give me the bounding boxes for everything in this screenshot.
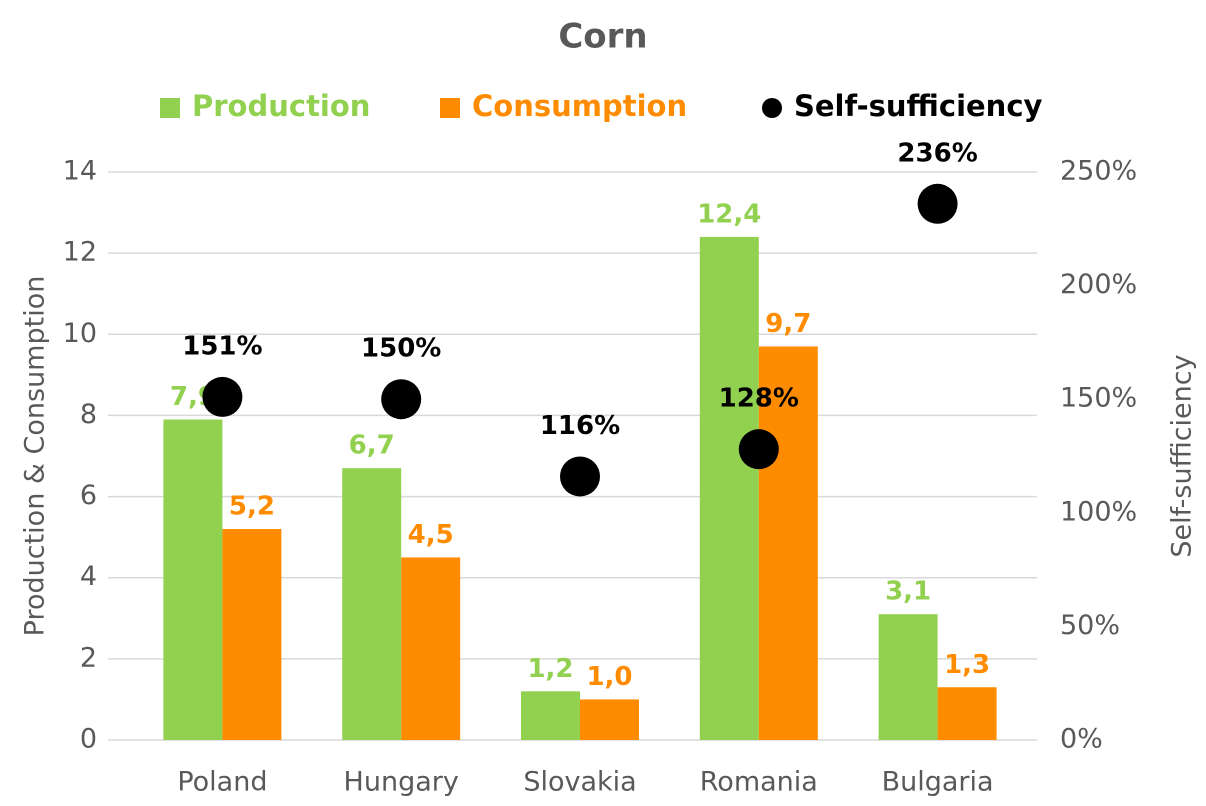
data-label: 1,3 (944, 650, 990, 680)
data-label: 150% (361, 334, 441, 364)
y-tick-label: 10 (63, 318, 97, 349)
y2-axis-title: Self-sufficiency (1167, 354, 1198, 557)
data-label: 151% (182, 331, 262, 361)
bar (580, 699, 639, 740)
legend-swatch (160, 98, 180, 118)
data-label: 4,5 (408, 520, 454, 550)
legend-label: Self-sufficiency (794, 89, 1043, 123)
data-label: 1,2 (527, 654, 573, 684)
legend-label: Production (192, 89, 370, 123)
data-label: 116% (540, 411, 620, 441)
y-tick-label: 8 (80, 399, 97, 430)
bar (342, 468, 402, 740)
y2-tick-label: 250% (1060, 156, 1137, 187)
bar (937, 687, 997, 740)
bar (699, 236, 759, 740)
legend-label: Consumption (472, 89, 687, 123)
bar (222, 529, 282, 740)
y-axis-title: Production & Consumption (20, 276, 51, 637)
bar (878, 614, 938, 740)
data-label: 12,4 (697, 199, 761, 229)
data-label: 9,7 (765, 309, 811, 339)
y2-tick-label: 0% (1060, 724, 1103, 755)
data-label: 5,2 (229, 492, 275, 522)
bar (163, 419, 223, 740)
dot (202, 376, 243, 417)
data-label: 128% (719, 384, 799, 414)
y-tick-label: 4 (80, 561, 97, 592)
data-label: 236% (897, 138, 977, 168)
dot (917, 183, 958, 224)
y-tick-label: 0 (80, 724, 97, 755)
data-label: 1,0 (586, 662, 632, 692)
data-label: 6,7 (349, 431, 395, 461)
y2-tick-label: 150% (1060, 383, 1137, 414)
y-tick-label: 14 (63, 156, 97, 187)
legend-swatch (440, 98, 460, 118)
x-tick-label: Bulgaria (882, 767, 994, 798)
x-tick-label: Slovakia (523, 767, 636, 798)
dot (381, 379, 422, 420)
data-label: 3,1 (885, 577, 931, 607)
legend-swatch (762, 98, 782, 118)
dot (560, 456, 600, 497)
y-tick-label: 6 (80, 480, 97, 511)
y2-tick-label: 50% (1060, 610, 1120, 641)
bar (521, 691, 580, 740)
x-tick-label: Hungary (344, 767, 459, 798)
bar (401, 557, 461, 740)
bar (758, 346, 818, 740)
y-tick-label: 2 (80, 642, 97, 673)
chart-title: Corn (558, 17, 647, 57)
y2-tick-label: 200% (1060, 269, 1137, 300)
x-tick-label: Romania (700, 767, 818, 798)
y2-tick-label: 100% (1060, 496, 1137, 527)
dot (738, 429, 779, 470)
x-tick-label: Poland (177, 767, 267, 798)
y-tick-label: 12 (63, 237, 97, 268)
